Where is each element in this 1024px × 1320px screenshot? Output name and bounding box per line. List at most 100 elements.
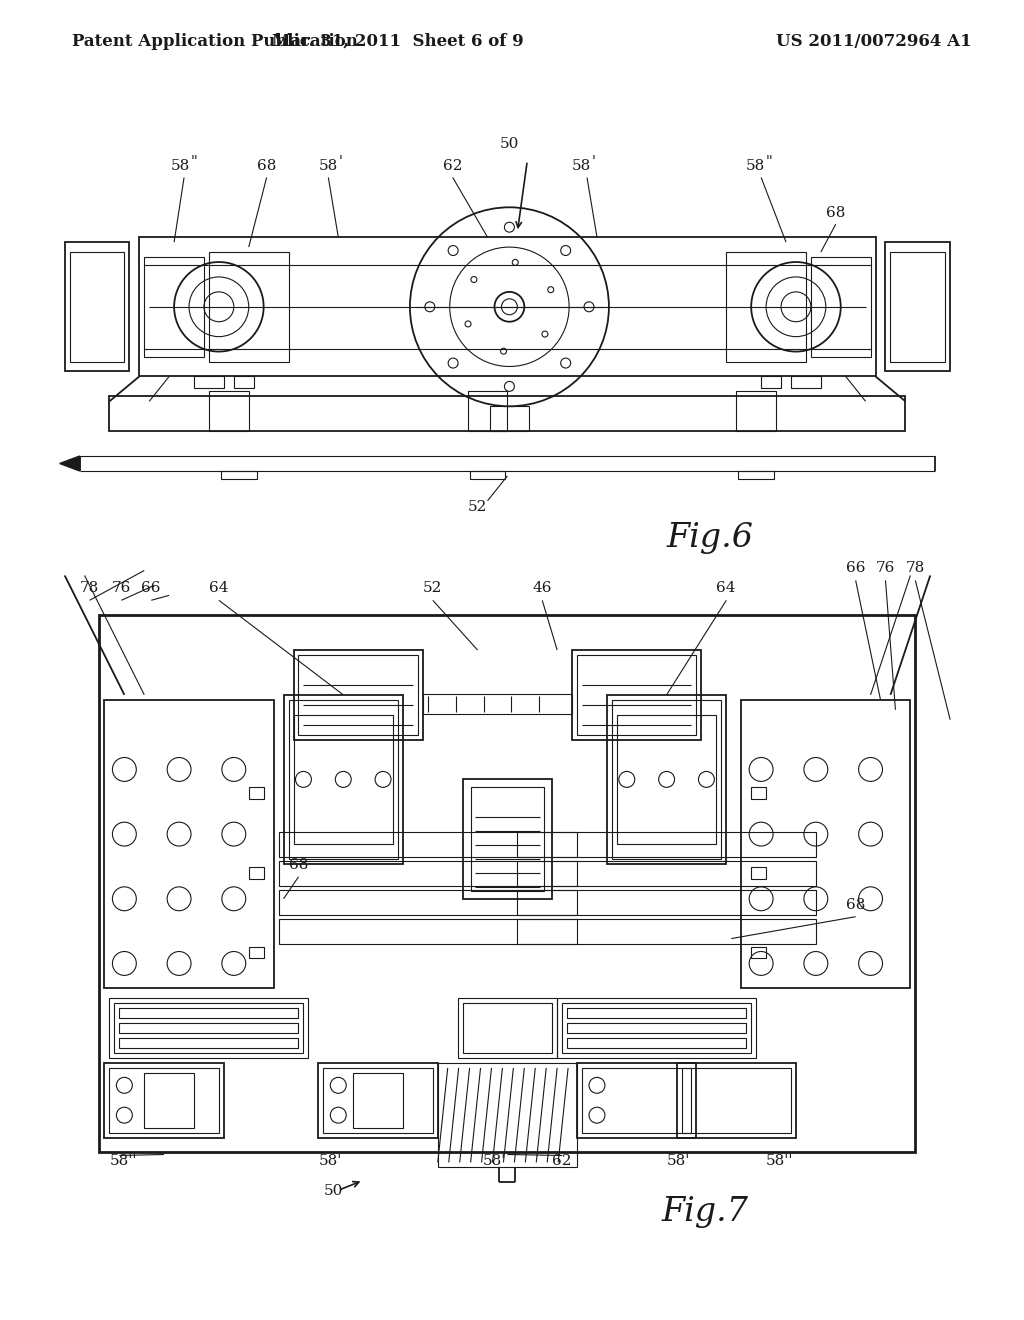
Bar (517, 919, 816, 944)
Bar (886, 242, 950, 371)
Text: 58'': 58'' (766, 1155, 794, 1168)
Bar (682, 1068, 791, 1133)
Bar (557, 998, 756, 1057)
Bar (567, 1038, 746, 1048)
Text: 46: 46 (532, 581, 552, 595)
Bar (517, 832, 816, 857)
Text: 68: 68 (825, 206, 845, 220)
Text: US 2011/0072964 A1: US 2011/0072964 A1 (776, 33, 972, 50)
Bar (279, 919, 578, 944)
Bar (811, 257, 870, 356)
Text: 50: 50 (500, 136, 519, 150)
Text: '': '' (191, 154, 199, 169)
Bar (120, 1038, 298, 1048)
Bar (752, 787, 766, 800)
Text: 76: 76 (876, 561, 895, 576)
Bar (144, 257, 204, 356)
Text: Patent Application Publication: Patent Application Publication (72, 33, 357, 50)
Bar (752, 867, 766, 879)
Bar (582, 1068, 691, 1133)
Bar (144, 1073, 194, 1127)
Text: 52: 52 (423, 581, 442, 595)
Bar (298, 655, 418, 735)
Bar (470, 471, 506, 479)
Text: 50: 50 (324, 1184, 343, 1199)
Text: 52: 52 (468, 500, 487, 513)
Text: 62: 62 (552, 1155, 571, 1168)
Bar (324, 1068, 433, 1133)
Text: 78: 78 (80, 581, 99, 595)
Bar (572, 649, 701, 739)
Bar (463, 779, 552, 899)
Bar (468, 391, 508, 432)
Text: 64: 64 (209, 581, 228, 595)
Bar (289, 700, 398, 859)
Bar (70, 252, 124, 362)
Text: 58': 58' (482, 1155, 506, 1168)
Text: Mar. 31, 2011  Sheet 6 of 9: Mar. 31, 2011 Sheet 6 of 9 (272, 33, 524, 50)
Text: 58': 58' (667, 1155, 690, 1168)
Bar (353, 1073, 403, 1127)
Bar (120, 1023, 298, 1034)
Bar (279, 832, 578, 857)
Bar (110, 396, 905, 432)
Bar (489, 407, 529, 432)
Bar (110, 998, 308, 1057)
Text: 66: 66 (141, 581, 161, 595)
Text: 58: 58 (572, 160, 591, 173)
Bar (139, 238, 876, 376)
Text: 78: 78 (905, 561, 925, 576)
Bar (562, 1003, 752, 1053)
Text: 58: 58 (171, 160, 190, 173)
Bar (438, 1063, 578, 1167)
Bar (284, 694, 403, 865)
Bar (567, 1023, 746, 1034)
Bar (249, 787, 263, 800)
Bar (517, 890, 816, 915)
Bar (294, 649, 423, 739)
Bar (463, 1003, 552, 1053)
Text: ': ' (592, 154, 596, 169)
Bar (194, 376, 224, 388)
Text: 68: 68 (846, 898, 865, 912)
Bar (791, 376, 821, 388)
Bar (279, 861, 578, 886)
Text: 76: 76 (112, 581, 131, 595)
Text: 66: 66 (846, 561, 865, 576)
Bar (752, 946, 766, 958)
Bar (249, 867, 263, 879)
Bar (318, 1063, 438, 1138)
Text: 68: 68 (257, 160, 276, 173)
Bar (120, 1008, 298, 1018)
Text: ': ' (338, 154, 342, 169)
Bar (221, 471, 257, 479)
Bar (110, 1068, 219, 1133)
Bar (578, 655, 696, 735)
Bar (65, 242, 129, 371)
Text: 64: 64 (717, 581, 736, 595)
Bar (578, 1063, 696, 1138)
Bar (99, 615, 915, 1152)
Bar (736, 391, 776, 432)
Text: 58: 58 (318, 160, 338, 173)
Text: 58'': 58'' (110, 1155, 137, 1168)
Bar (741, 700, 910, 989)
Bar (726, 252, 806, 362)
Bar (209, 391, 249, 432)
Bar (612, 700, 721, 859)
Bar (249, 946, 263, 958)
Bar (567, 1008, 746, 1018)
Bar (423, 694, 572, 714)
Bar (607, 694, 726, 865)
Text: '': '' (766, 154, 774, 169)
Bar (279, 890, 578, 915)
Bar (891, 252, 945, 362)
Text: 68: 68 (289, 858, 308, 873)
Bar (115, 1003, 303, 1053)
Bar (233, 376, 254, 388)
Bar (616, 714, 717, 843)
Bar (761, 376, 781, 388)
Bar (458, 998, 557, 1057)
Bar (677, 1063, 796, 1138)
Text: 58': 58' (318, 1155, 342, 1168)
